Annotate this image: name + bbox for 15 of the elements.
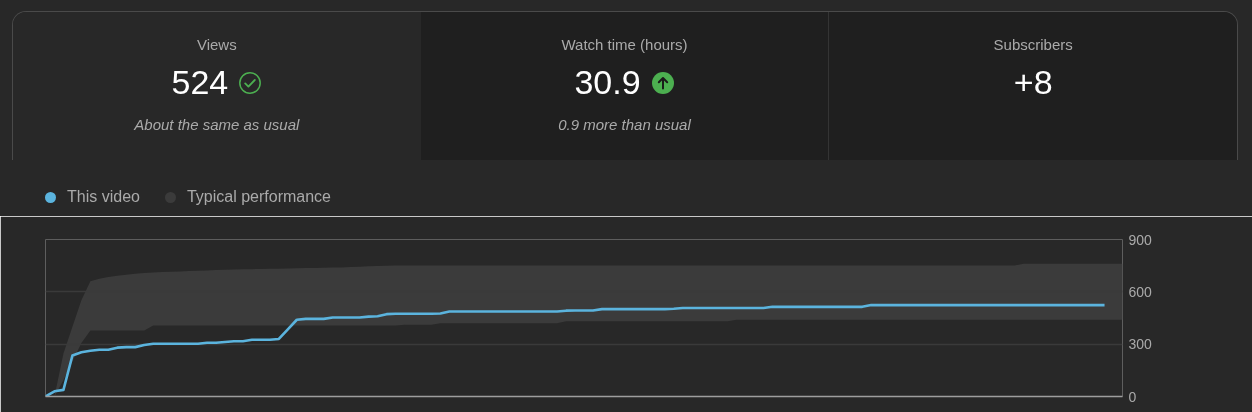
text: Subscribers <box>992 36 1074 54</box>
text: About the same as usual <box>132 116 301 134</box>
data-label: 524 <box>171 63 229 101</box>
y-tick-label: 300 <box>1128 336 1153 353</box>
text: 0.9 more than usual <box>557 116 692 134</box>
text: Views <box>195 36 238 54</box>
y-tick-label: 900 <box>1128 231 1153 248</box>
legend-label: Typical performance <box>186 188 331 206</box>
data-label: 30.9 <box>574 63 641 101</box>
line-series <box>45 303 1106 397</box>
legend-label: This video <box>67 188 140 206</box>
y-tick-label: 600 <box>1128 283 1153 300</box>
data-label: +8 <box>1013 63 1053 101</box>
y-tick-label: 0 <box>1128 388 1137 405</box>
text: Watch time (hours) <box>560 36 689 54</box>
